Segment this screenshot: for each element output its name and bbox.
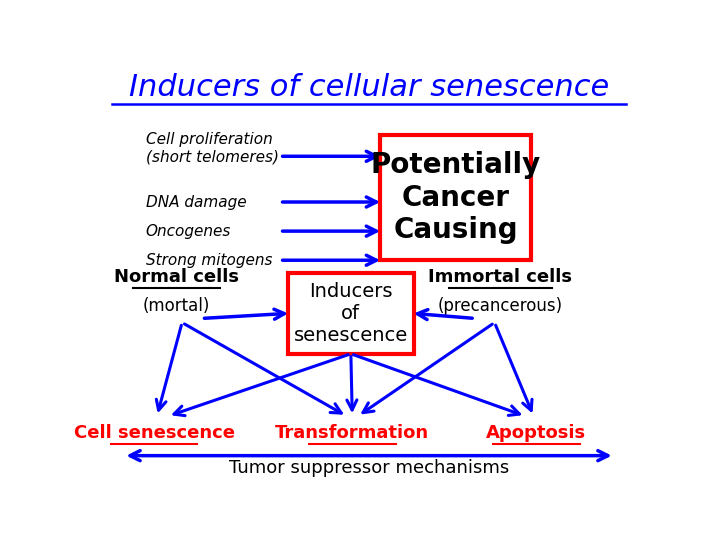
Text: Inducers
of
senescence: Inducers of senescence (294, 282, 408, 345)
Text: Cell proliferation
(short telomeres): Cell proliferation (short telomeres) (145, 132, 279, 164)
Text: Immortal cells: Immortal cells (428, 268, 572, 286)
Text: Potentially
Cancer
Causing: Potentially Cancer Causing (370, 151, 541, 244)
Text: Tumor suppressor mechanisms: Tumor suppressor mechanisms (229, 459, 509, 477)
Text: Transformation: Transformation (275, 424, 429, 442)
Text: (precancerous): (precancerous) (438, 297, 563, 315)
Text: Normal cells: Normal cells (114, 268, 239, 286)
Text: Oncogenes: Oncogenes (145, 224, 231, 239)
FancyBboxPatch shape (380, 136, 531, 260)
FancyBboxPatch shape (288, 273, 413, 354)
Text: DNA damage: DNA damage (145, 194, 246, 210)
Text: (mortal): (mortal) (143, 297, 210, 315)
Text: Strong mitogens: Strong mitogens (145, 253, 272, 268)
Text: Inducers of cellular senescence: Inducers of cellular senescence (129, 73, 609, 102)
Text: Cell senescence: Cell senescence (73, 424, 235, 442)
Text: Apoptosis: Apoptosis (486, 424, 587, 442)
